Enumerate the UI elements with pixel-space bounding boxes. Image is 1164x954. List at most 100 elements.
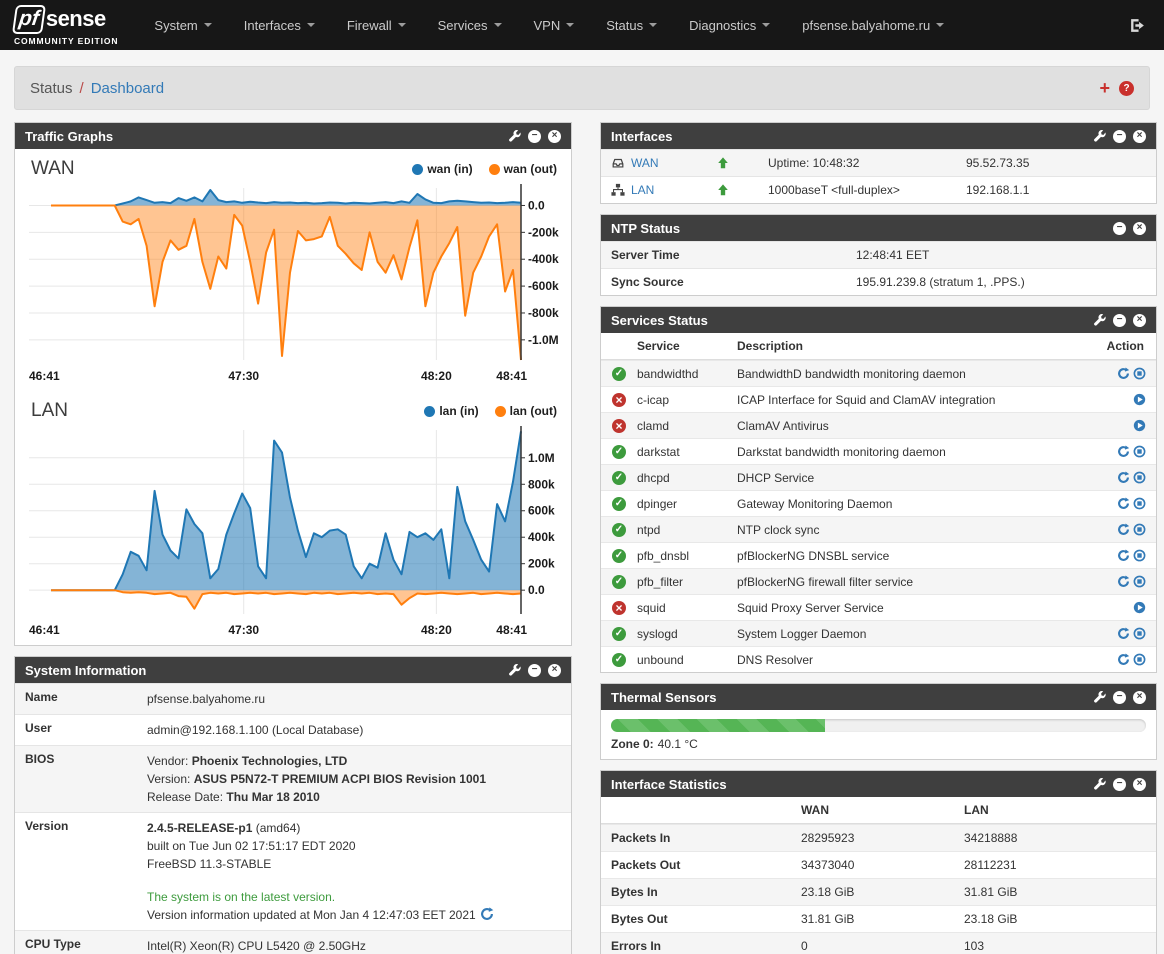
wan-interface-link[interactable]: WAN bbox=[611, 156, 716, 170]
svg-text:46:41: 46:41 bbox=[29, 623, 60, 637]
minimize-icon[interactable]: − bbox=[528, 129, 541, 143]
menu-label: Interfaces bbox=[243, 17, 301, 33]
breadcrumb-page-link[interactable]: Dashboard bbox=[90, 79, 165, 97]
wrench-icon[interactable] bbox=[508, 663, 521, 677]
chevron-down-icon bbox=[936, 23, 945, 27]
add-widget-icon[interactable]: + bbox=[1099, 78, 1110, 98]
interface-ip: 192.168.1.1 bbox=[966, 183, 1030, 197]
close-icon[interactable]: × bbox=[1133, 313, 1146, 327]
svg-text:1.0M: 1.0M bbox=[528, 451, 555, 465]
ifstats-row: Packets In 28295923 34218888 bbox=[601, 824, 1156, 851]
service-stop-button[interactable] bbox=[1133, 653, 1146, 666]
wrench-icon[interactable] bbox=[1093, 777, 1106, 791]
help-icon[interactable]: ? bbox=[1119, 80, 1134, 96]
service-restart-button[interactable] bbox=[1117, 471, 1130, 484]
refresh-icon[interactable] bbox=[480, 907, 494, 921]
service-status-icon bbox=[612, 652, 626, 667]
svg-text:48:41: 48:41 bbox=[496, 369, 527, 383]
service-name: clamd bbox=[637, 418, 670, 433]
close-icon[interactable]: × bbox=[1133, 129, 1146, 143]
wrench-icon[interactable] bbox=[1093, 129, 1106, 143]
top-navbar: pf sense COMMUNITY EDITION System Interf… bbox=[0, 0, 1164, 50]
legend-label: wan (in) bbox=[427, 162, 473, 176]
menu-services[interactable]: Services bbox=[422, 0, 518, 50]
lan-interface-link[interactable]: LAN bbox=[611, 183, 716, 197]
menu-label: Status bbox=[606, 17, 644, 33]
service-stop-button[interactable] bbox=[1133, 445, 1146, 458]
logout-button[interactable] bbox=[1129, 17, 1146, 34]
wrench-icon[interactable] bbox=[508, 129, 521, 143]
service-restart-button[interactable] bbox=[1117, 497, 1130, 510]
svg-text:200k: 200k bbox=[528, 557, 555, 571]
menu-label: Services bbox=[437, 17, 488, 33]
minimize-icon[interactable]: − bbox=[1113, 690, 1126, 704]
service-stop-button[interactable] bbox=[1133, 497, 1146, 510]
close-icon[interactable]: × bbox=[1133, 690, 1146, 704]
service-stop-button[interactable] bbox=[1133, 549, 1146, 562]
svg-text:-200k: -200k bbox=[528, 225, 559, 239]
chevron-down-icon bbox=[203, 23, 212, 27]
menu-interfaces[interactable]: Interfaces bbox=[228, 0, 331, 50]
service-row: darkstat Darkstat bandwidth monitoring da… bbox=[601, 438, 1156, 464]
service-status-icon bbox=[612, 418, 626, 433]
service-status-icon bbox=[612, 600, 626, 615]
service-restart-button[interactable] bbox=[1117, 549, 1130, 562]
minimize-icon[interactable]: − bbox=[1113, 777, 1126, 791]
service-name: pfb_dnsbl bbox=[637, 548, 690, 563]
minimize-icon[interactable]: − bbox=[1113, 313, 1126, 327]
service-stop-button[interactable] bbox=[1133, 523, 1146, 536]
menu-hostname[interactable]: pfsense.balyahome.ru bbox=[786, 0, 960, 50]
wrench-icon[interactable] bbox=[1093, 313, 1106, 327]
service-restart-button[interactable] bbox=[1117, 445, 1130, 458]
stat-label: Packets Out bbox=[611, 858, 681, 872]
panel-title: Thermal Sensors bbox=[611, 689, 717, 705]
wrench-icon[interactable] bbox=[1093, 690, 1106, 704]
service-status-icon bbox=[612, 626, 626, 641]
bios-version-prefix: Version: bbox=[147, 772, 194, 786]
ifstats-table-body: Packets In 28295923 34218888 Packets Out 343… bbox=[601, 824, 1156, 954]
ifstats-row: Bytes Out 31.81 GiB 23.18 GiB bbox=[601, 905, 1156, 932]
row-label: BIOS bbox=[25, 752, 55, 766]
services-table-header: Service Description Action bbox=[601, 333, 1156, 360]
service-start-button[interactable] bbox=[1133, 601, 1146, 614]
panel-title: Interface Statistics bbox=[611, 776, 727, 792]
sysinfo-row-cpu: CPU Type Intel(R) Xeon(R) CPU L5420 @ 2.… bbox=[15, 930, 571, 954]
minimize-icon[interactable]: − bbox=[528, 663, 541, 677]
panel-title: NTP Status bbox=[611, 220, 681, 236]
svg-text:0.0: 0.0 bbox=[528, 583, 545, 597]
minimize-icon[interactable]: − bbox=[1113, 221, 1126, 235]
bios-date-prefix: Release Date: bbox=[147, 790, 227, 804]
close-icon[interactable]: × bbox=[1133, 777, 1146, 791]
service-restart-button[interactable] bbox=[1117, 575, 1130, 588]
interface-name: LAN bbox=[631, 183, 655, 197]
menu-firewall[interactable]: Firewall bbox=[331, 0, 422, 50]
service-start-button[interactable] bbox=[1133, 419, 1146, 432]
wan-graph-legend: wan (in) wan (out) bbox=[412, 162, 557, 176]
service-restart-button[interactable] bbox=[1117, 627, 1130, 640]
close-icon[interactable]: × bbox=[1133, 221, 1146, 235]
service-restart-button[interactable] bbox=[1117, 653, 1130, 666]
service-start-button[interactable] bbox=[1133, 393, 1146, 406]
wan-traffic-graph: 0.0 -200k -400k -600k -800k -1.0M 46:41 47:30 48… bbox=[15, 180, 571, 391]
chevron-down-icon bbox=[306, 23, 315, 27]
service-stop-button[interactable] bbox=[1133, 367, 1146, 380]
panel-title: Traffic Graphs bbox=[25, 128, 114, 144]
close-icon[interactable]: × bbox=[548, 129, 561, 143]
menu-status[interactable]: Status bbox=[590, 0, 673, 50]
close-icon[interactable]: × bbox=[548, 663, 561, 677]
row-label: CPU Type bbox=[25, 937, 81, 951]
menu-diagnostics[interactable]: Diagnostics bbox=[673, 0, 786, 50]
menu-system[interactable]: System bbox=[138, 0, 227, 50]
panel-title: Interfaces bbox=[611, 128, 673, 144]
menu-vpn[interactable]: VPN bbox=[518, 0, 591, 50]
service-stop-button[interactable] bbox=[1133, 471, 1146, 484]
service-stop-button[interactable] bbox=[1133, 575, 1146, 588]
svg-text:46:41: 46:41 bbox=[29, 369, 60, 383]
legend-dot-out bbox=[494, 405, 506, 417]
service-restart-button[interactable] bbox=[1117, 523, 1130, 536]
interface-status-text: Uptime: 10:48:32 bbox=[768, 156, 860, 170]
service-restart-button[interactable] bbox=[1117, 367, 1130, 380]
minimize-icon[interactable]: − bbox=[1113, 129, 1126, 143]
pfsense-logo[interactable]: pf sense COMMUNITY EDITION bbox=[11, 4, 118, 46]
service-stop-button[interactable] bbox=[1133, 627, 1146, 640]
